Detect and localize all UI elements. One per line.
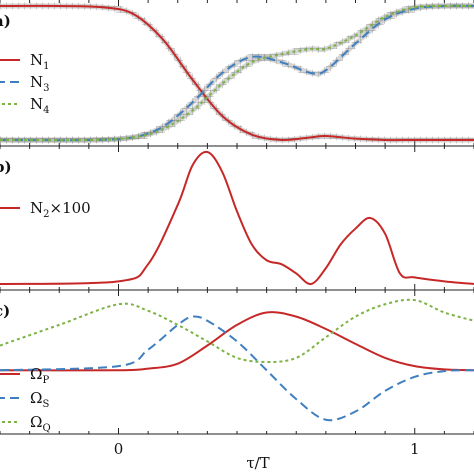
legend-label: ΩS [30, 389, 49, 410]
x-axis-label: τ/T [246, 454, 269, 472]
series-line-ΩQ [0, 298, 474, 364]
panel-middle: N2×100 b) [0, 146, 474, 291]
series-line-N2 [0, 150, 474, 286]
panel-label: a) [0, 12, 11, 30]
legend-label: ΩQ [30, 413, 51, 434]
series-line-ΩP [0, 311, 474, 372]
x-tick-label: 1 [410, 440, 420, 458]
series-line-N3 [0, 4, 474, 142]
panel-label: b) [0, 158, 12, 176]
legend-label: N4 [30, 95, 50, 116]
legend-label: N1 [30, 51, 50, 72]
panel-bottom: ΩP ΩS ΩQ c) [0, 290, 474, 435]
series-line-ΩS [0, 315, 474, 422]
legend-label: N2×100 [30, 199, 91, 220]
series-line-N1 [0, 4, 474, 142]
error-band-edge [0, 3, 474, 143]
series-line-N4 [0, 4, 474, 142]
legend-label: N3 [30, 73, 50, 94]
x-tick-label: 0 [114, 440, 124, 458]
legend-label: ΩP [30, 365, 49, 386]
panel-label: c) [0, 302, 10, 320]
